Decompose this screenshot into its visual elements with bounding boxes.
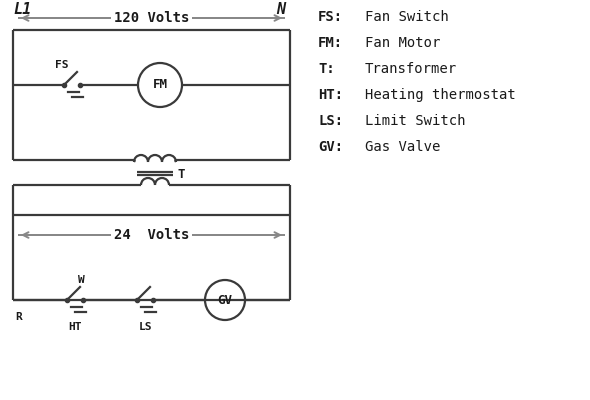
Text: Fan Switch: Fan Switch xyxy=(365,10,449,24)
Text: GV:: GV: xyxy=(318,140,343,154)
Text: Transformer: Transformer xyxy=(365,62,457,76)
Text: L1: L1 xyxy=(13,2,31,17)
Text: Gas Valve: Gas Valve xyxy=(365,140,440,154)
Text: N: N xyxy=(276,2,285,17)
Text: 24  Volts: 24 Volts xyxy=(114,228,189,242)
Text: W: W xyxy=(78,275,84,285)
Text: T: T xyxy=(177,168,185,180)
Text: Fan Motor: Fan Motor xyxy=(365,36,440,50)
Text: FS: FS xyxy=(55,60,69,70)
Text: T:: T: xyxy=(318,62,335,76)
Text: HT: HT xyxy=(68,322,82,332)
Text: FM: FM xyxy=(152,78,168,92)
Text: GV: GV xyxy=(218,294,232,306)
Text: LS: LS xyxy=(138,322,152,332)
Text: Limit Switch: Limit Switch xyxy=(365,114,466,128)
Text: 120 Volts: 120 Volts xyxy=(114,11,189,25)
Text: LS:: LS: xyxy=(318,114,343,128)
Text: R: R xyxy=(15,312,22,322)
Text: FS:: FS: xyxy=(318,10,343,24)
Text: Heating thermostat: Heating thermostat xyxy=(365,88,516,102)
Text: HT:: HT: xyxy=(318,88,343,102)
Text: FM:: FM: xyxy=(318,36,343,50)
